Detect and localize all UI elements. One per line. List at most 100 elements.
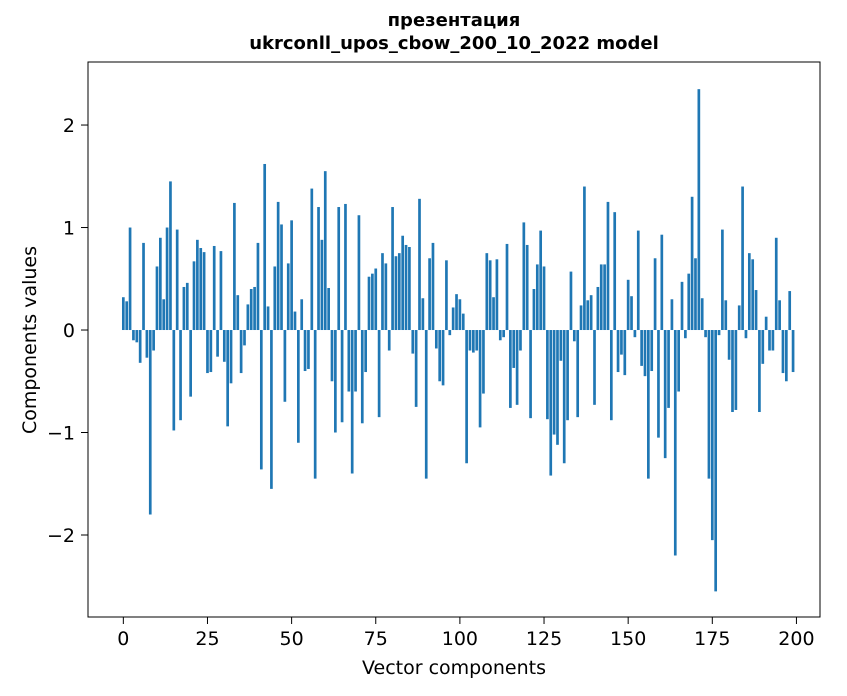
bar [569,271,573,331]
bar [684,330,687,339]
bar [206,330,209,374]
bar [350,330,354,474]
bar [744,330,748,339]
bar [259,330,263,470]
bar [620,330,623,355]
bar [667,330,670,408]
bar [132,330,135,341]
bar [354,330,357,392]
bar [344,203,347,331]
bar [394,256,398,331]
bar [758,330,761,413]
bar [263,163,267,331]
bar [586,300,590,331]
x-tick-label: 0 [117,628,129,650]
bar [330,330,334,382]
bar [633,330,637,338]
bar [121,297,125,331]
bar [606,201,610,331]
bar [391,207,394,331]
chart-subtitle: ukrconll_upos_cbow_200_10_2022 model [249,33,659,54]
bar [616,330,620,373]
bar [472,330,475,353]
bar [159,237,162,331]
bar [377,330,381,418]
bar-series [121,89,795,592]
bar [623,330,627,376]
bar [677,330,680,392]
bar [152,330,155,351]
bar [431,242,435,331]
bar [162,299,166,331]
bar [219,251,223,331]
bar [488,260,492,331]
bar [492,297,495,331]
bar [320,239,324,331]
bar [663,330,667,459]
bar [515,330,519,405]
chart-title: презентация [387,10,521,31]
bar [239,330,243,374]
bar [172,330,176,431]
bar [179,330,182,421]
bar [445,260,448,331]
bar [408,247,411,331]
bar [535,264,539,331]
bar [360,330,364,424]
bar [636,230,640,331]
bar [566,330,569,421]
chart-title-block: презентация ukrconll_upos_cbow_200_10_20… [88,9,820,55]
bar [364,330,367,373]
bar [643,330,647,377]
y-tick-label: 1 [63,218,75,240]
bar [525,244,529,331]
bar [367,276,371,331]
bar [630,296,633,331]
bar [340,330,344,423]
bar [404,244,408,331]
bar [785,330,788,382]
bar [280,224,283,331]
bar [125,301,129,331]
bar [145,330,149,358]
bar [327,288,330,331]
bar [253,286,256,331]
bar [185,282,189,331]
bar [270,330,273,489]
bar [411,330,415,354]
x-axis-label: Vector components [362,657,546,679]
bar [286,263,290,331]
x-tick-label: 150 [610,628,646,650]
bar [747,253,751,331]
x-tick-label: 200 [778,628,814,650]
bar [482,330,485,394]
bar [552,330,556,435]
bar [441,330,445,386]
bar [468,330,472,351]
bar [704,330,707,338]
bar [579,305,583,331]
bar [650,330,654,372]
bar [731,330,734,413]
bar [778,300,781,331]
bar [307,330,310,369]
bar [680,281,684,331]
bar [310,188,314,331]
bar [434,330,438,349]
bar [583,186,586,331]
x-tick-label: 125 [526,628,562,650]
bar [495,259,499,331]
bar [727,330,731,360]
x-tick-label: 100 [442,628,478,650]
bar [246,304,250,331]
bar [761,330,765,364]
bar [155,266,159,331]
bar [202,252,206,331]
bar [593,330,596,405]
bar [764,316,768,331]
bar [169,181,172,331]
bar [226,330,230,427]
bar [273,266,277,331]
